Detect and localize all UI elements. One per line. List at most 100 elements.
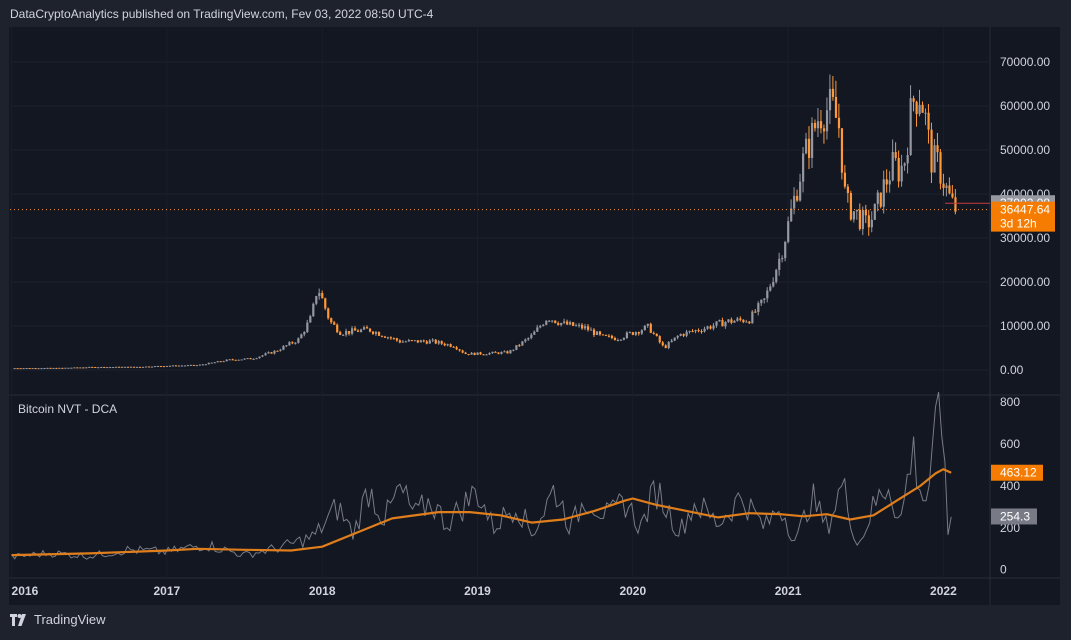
candle-body: [888, 180, 891, 185]
candle-body: [757, 303, 760, 313]
candle-body: [912, 98, 915, 102]
candle-body: [43, 367, 46, 369]
candle-body: [545, 320, 548, 325]
candle-body: [309, 316, 312, 323]
candle-body: [407, 340, 410, 342]
candle-body: [849, 192, 853, 220]
candle-body: [410, 340, 413, 342]
candle-body: [819, 121, 823, 129]
candle-body: [601, 334, 605, 336]
candle-body: [727, 319, 730, 323]
candle-body: [336, 324, 339, 333]
candle-body: [168, 365, 172, 367]
candle-body: [840, 128, 844, 173]
candle-body: [512, 349, 515, 351]
publisher-line: DataCryptoAnalytics published on Trading…: [10, 7, 434, 21]
candle-body: [781, 258, 784, 260]
candle-body: [834, 96, 838, 118]
candle-body: [404, 341, 407, 343]
candle-body: [802, 153, 805, 182]
candle-body: [464, 352, 467, 354]
candle-body: [342, 334, 345, 336]
candle-body: [34, 368, 37, 370]
candle-body: [584, 326, 587, 329]
candle-body: [581, 324, 584, 329]
candle-body: [73, 367, 76, 369]
candle-body: [392, 338, 396, 340]
candle-body: [625, 332, 629, 338]
candle-body: [174, 365, 178, 367]
candle-body: [539, 325, 542, 328]
candle-body: [357, 330, 360, 332]
candle-body: [610, 335, 614, 339]
candle-body: [118, 366, 121, 368]
candle-body: [431, 339, 434, 341]
nvt-value-label: 254.3: [1000, 509, 1030, 523]
candle-body: [365, 327, 369, 329]
candle-body: [879, 192, 882, 207]
tradingview-footer[interactable]: TradingView: [10, 612, 106, 627]
candle-body: [796, 195, 799, 201]
candle-body: [658, 336, 661, 343]
candle-body: [578, 324, 581, 326]
candle-body: [279, 349, 282, 351]
candle-body: [374, 332, 378, 334]
candle-body: [318, 293, 321, 297]
candle-body: [766, 290, 769, 299]
candle-body: [954, 197, 957, 212]
candle-body: [557, 323, 560, 325]
candle-body: [915, 101, 918, 115]
candle-body: [813, 122, 817, 129]
candle-body: [503, 351, 506, 353]
candle-body: [100, 366, 103, 368]
candle-body: [207, 362, 210, 365]
candle-body: [351, 328, 354, 334]
candle-body: [339, 332, 342, 335]
candle-body: [153, 366, 157, 368]
candle-body: [805, 138, 808, 154]
candle-body: [718, 320, 721, 322]
candle-body: [150, 366, 154, 368]
candle-body: [485, 354, 488, 356]
candle-body: [918, 104, 921, 115]
candle-body: [903, 163, 906, 166]
candle-body: [192, 364, 195, 366]
countdown-label: 3d 12h: [1000, 217, 1037, 231]
candle-body: [443, 343, 446, 346]
candle-body: [440, 341, 443, 344]
candle-body: [536, 327, 539, 332]
candle-body: [837, 117, 841, 129]
candle-body: [548, 320, 551, 322]
candle-body: [395, 338, 399, 341]
candle-body: [715, 321, 718, 326]
candle-body: [643, 325, 646, 331]
time-tick-label: 2021: [775, 584, 802, 598]
candle-body: [482, 354, 485, 356]
price-tick-label: 70000.00: [1000, 55, 1050, 69]
candle-body: [616, 339, 620, 341]
candle-body: [515, 345, 518, 350]
candle-body: [79, 367, 82, 369]
candle-body: [855, 209, 858, 212]
candle-body: [204, 364, 207, 366]
candle-body: [40, 368, 43, 370]
candle-body: [595, 331, 599, 336]
price-tick-label: 60000.00: [1000, 99, 1050, 113]
candle-body: [422, 340, 425, 342]
candle-body: [822, 128, 826, 132]
candle-body: [354, 328, 357, 331]
candle-body: [288, 342, 291, 346]
price-tick-label: 0.00: [1000, 363, 1024, 377]
candle-body: [171, 365, 175, 367]
candle-body: [667, 342, 670, 348]
candle-body: [243, 358, 246, 360]
candle-body: [55, 367, 58, 369]
candle-body: [85, 367, 88, 369]
tradingview-logo-icon: [10, 613, 26, 626]
candle-body: [306, 322, 309, 332]
candle-body: [133, 366, 136, 368]
candle-body: [127, 366, 130, 368]
candle-body: [709, 326, 712, 329]
candle-body: [497, 352, 500, 354]
